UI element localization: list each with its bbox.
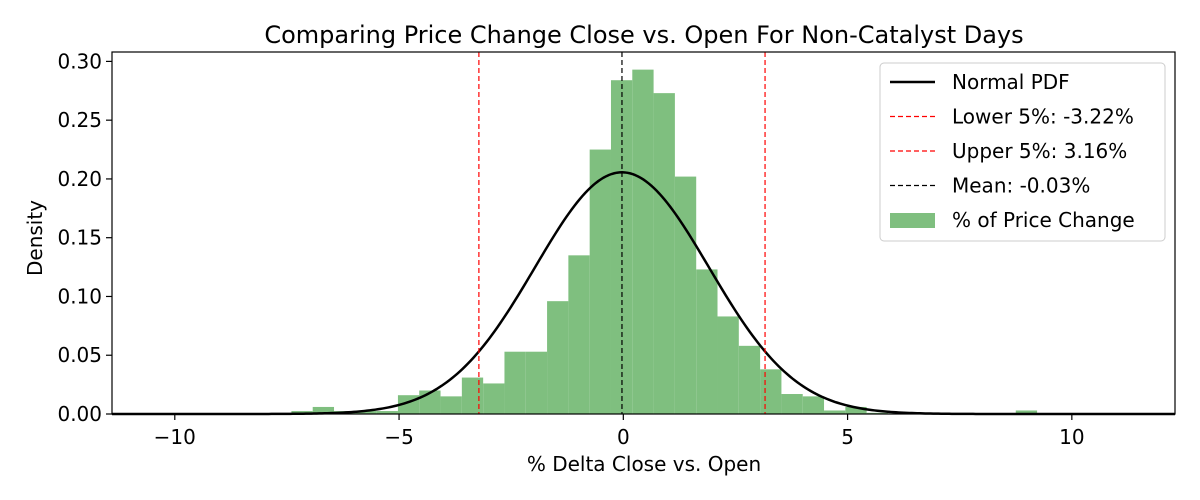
histogram-bar-27 [696,269,718,414]
chart-title: Comparing Price Change Close vs. Open Fo… [264,21,1023,49]
x-axis-ticks: −10 −5 0 5 10 [154,414,1085,449]
y-axis-title: Density [23,200,47,276]
legend: Normal PDF Lower 5%: -3.22% Upper 5%: 3.16… [879,62,1166,242]
legend-label: Mean: -0.03% [952,174,1090,198]
histogram-bar-26 [674,176,697,414]
x-tick-label: 5 [841,425,854,449]
histogram-bar-33 [824,410,846,414]
y-tick-label: 0.00 [57,402,102,426]
reference-lines [478,52,766,414]
legend-label: % of Price Change [952,208,1135,232]
histogram-bar-15 [440,396,462,414]
x-axis-title: % Delta Close vs. Open [527,452,761,476]
y-tick-label: 0.30 [57,49,102,73]
histogram-bar-17 [483,383,505,414]
y-tick-label: 0.25 [57,108,102,132]
histogram-bar-19 [525,351,548,414]
histogram-bar-9 [312,406,335,414]
histogram-bars [120,69,1165,415]
y-tick-label: 0.05 [57,343,102,367]
histogram-bar-32 [802,396,825,414]
legend-label: Normal PDF [952,70,1070,94]
legend-label: Lower 5%: -3.22% [952,105,1134,129]
histogram-bar-16 [461,377,484,414]
legend-label: Upper 5%: 3.16% [952,139,1127,163]
histogram-bar-29 [738,345,761,414]
histogram-bar-31 [781,394,803,414]
histogram-bar-42 [1015,410,1038,414]
histogram-bar-28 [717,316,739,414]
y-tick-label: 0.20 [57,167,102,191]
plot-frame [111,51,1176,415]
x-tick-label: −10 [154,425,196,449]
histogram-bar-20 [547,301,569,414]
histogram-bar-25 [653,93,675,415]
histogram-bar-30 [760,369,782,414]
legend-patch [890,213,935,228]
histogram-bar-22 [589,149,611,414]
y-tick-label: 0.10 [57,284,102,308]
y-tick-label: 0.15 [57,226,102,250]
y-axis-ticks: 0.00 0.05 0.10 0.15 0.20 0.25 0.30 [57,49,112,426]
x-tick-label: −5 [384,425,413,449]
x-tick-label: 10 [1059,425,1084,449]
histogram-bar-12 [376,411,398,414]
histogram-bar-34 [845,406,867,414]
histogram-bar-18 [504,351,526,414]
histogram-bar-11 [355,411,377,414]
histogram-bar-21 [568,255,590,414]
legend-box [879,62,1166,242]
x-tick-label: 0 [617,425,630,449]
histogram-bar-24 [632,69,654,414]
